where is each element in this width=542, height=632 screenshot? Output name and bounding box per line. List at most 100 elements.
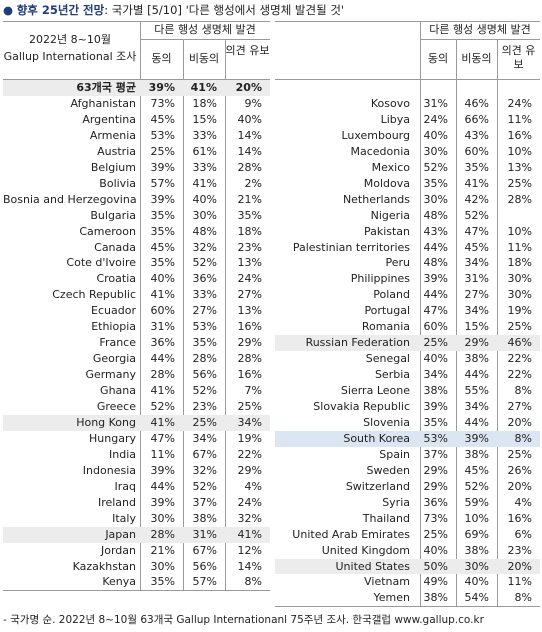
value-cell: 16% <box>237 320 262 334</box>
value-cell: 52% <box>464 479 489 493</box>
value-cell: 53% <box>192 320 217 334</box>
value-cell: 41% <box>150 288 175 302</box>
row-name: Syria <box>382 495 410 509</box>
value-cell: 9% <box>244 96 262 110</box>
rule <box>420 39 540 40</box>
value-cell: 40% <box>150 272 175 286</box>
row-name: Ghana <box>100 384 136 398</box>
column-header: 동의 <box>151 52 172 65</box>
value-cell: 48% <box>423 256 448 270</box>
value-cell: 12% <box>237 543 262 557</box>
value-cell: 20% <box>507 415 532 429</box>
rule <box>3 79 270 80</box>
value-cell: 35% <box>192 336 217 350</box>
value-cell: 33% <box>192 128 217 142</box>
value-cell: 54% <box>464 591 489 605</box>
value-cell: 53% <box>150 128 175 142</box>
column-header: 의견 유보 <box>501 44 536 71</box>
value-cell: 32% <box>192 240 217 254</box>
value-cell: 47% <box>150 431 175 445</box>
value-cell: 32% <box>192 463 217 477</box>
row-name: Bosnia and Herzegovina <box>3 192 137 206</box>
column-header: 비동의 <box>461 52 492 65</box>
value-cell: 57% <box>192 575 217 589</box>
value-cell: 48% <box>192 224 217 238</box>
value-cell: 28% <box>237 352 262 366</box>
value-cell: 13% <box>507 160 532 174</box>
value-cell: 31% <box>150 320 175 334</box>
row-name: Afghanistan <box>70 96 136 110</box>
value-cell: 25% <box>237 400 262 413</box>
value-cell: 30% <box>507 272 532 286</box>
rule <box>275 606 540 608</box>
row-name: Canada <box>94 240 136 254</box>
title-rest: : 국가별 [5/10] '다른 행성에서 생명체 발견될 것' <box>104 3 345 17</box>
value-cell: 21% <box>237 192 262 206</box>
row-name: Hungary <box>89 431 136 445</box>
value-cell: 41% <box>150 415 175 429</box>
row-name: United Kingdom <box>321 543 410 557</box>
value-cell: 45% <box>150 240 175 254</box>
value-cell: 30% <box>423 144 448 158</box>
value-cell: 31% <box>192 527 217 541</box>
row-name: Ireland <box>97 495 136 509</box>
value-cell: 39% <box>150 192 175 206</box>
row-name: Japan <box>105 527 136 541</box>
survey: Gallup International 조사 <box>3 50 137 63</box>
row-name: Palestinian territories <box>292 240 410 254</box>
value-cell: 25% <box>192 415 217 429</box>
value-cell: 33% <box>192 160 217 174</box>
value-cell: 38% <box>464 543 489 557</box>
row-name: Luxembourg <box>341 128 410 142</box>
value-cell: 25% <box>423 527 448 541</box>
row-name: Hong Kong <box>76 415 136 429</box>
value-cell: 32% <box>237 511 262 525</box>
row-highlight <box>275 335 540 352</box>
value-cell: 2% <box>244 176 262 190</box>
value-cell: 27% <box>464 288 489 302</box>
value-cell: 18% <box>192 96 217 110</box>
value-cell: 39% <box>423 400 448 413</box>
value-cell: 20% <box>235 81 262 94</box>
value-cell: 44% <box>464 368 489 382</box>
column-header: 의견 유보 <box>225 44 270 57</box>
value-cell: 34% <box>464 256 489 270</box>
value-cell: 44% <box>150 479 175 493</box>
row-name: Netherlands <box>342 192 410 206</box>
rule <box>140 39 270 40</box>
rule <box>3 590 270 592</box>
value-cell: 30% <box>464 559 489 573</box>
value-cell: 36% <box>192 272 217 286</box>
row-name: Greece <box>96 400 136 413</box>
row-name: Georgia <box>92 352 136 366</box>
rule <box>3 21 270 22</box>
value-cell: 20% <box>507 559 532 573</box>
value-cell: 19% <box>507 304 532 318</box>
value-cell: 42% <box>464 192 489 206</box>
value-cell: 52% <box>192 479 217 493</box>
row-name: Pakistan <box>363 224 410 238</box>
value-cell: 73% <box>423 511 448 525</box>
value-cell: 41% <box>150 384 175 398</box>
value-cell: 7% <box>244 384 262 398</box>
value-cell: 24% <box>507 96 532 110</box>
row-name: Cote d'Ivoire <box>66 256 136 270</box>
row-name: India <box>109 447 136 461</box>
value-cell: 48% <box>423 208 448 222</box>
value-cell: 34% <box>237 415 262 429</box>
value-cell: 44% <box>423 240 448 254</box>
value-cell: 15% <box>192 112 217 126</box>
value-cell: 41% <box>190 81 217 94</box>
value-cell: 66% <box>464 112 489 126</box>
value-cell: 16% <box>237 368 262 382</box>
value-cell: 33% <box>192 288 217 302</box>
value-cell: 4% <box>244 479 262 493</box>
value-cell: 10% <box>507 224 532 238</box>
value-cell: 36% <box>423 495 448 509</box>
value-cell: 31% <box>464 272 489 286</box>
value-cell: 57% <box>150 176 175 190</box>
value-cell: 11% <box>507 112 532 126</box>
row-name: Indonesia <box>82 463 136 477</box>
value-cell: 35% <box>464 160 489 174</box>
